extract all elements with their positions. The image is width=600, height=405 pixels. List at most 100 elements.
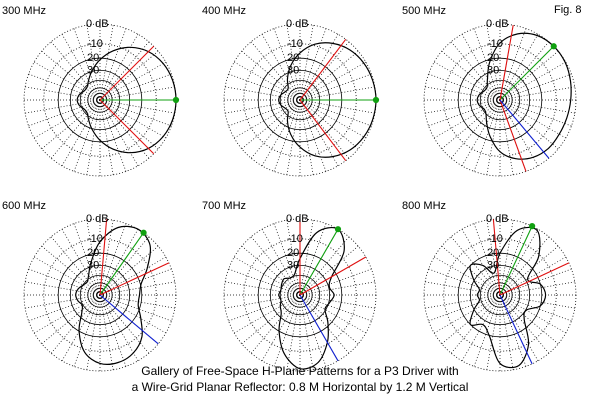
grid-spoke <box>299 294 372 322</box>
grid-spoke <box>28 268 101 296</box>
grid-ring <box>79 274 121 316</box>
grid-spoke <box>299 294 366 334</box>
grid-spoke <box>299 99 339 166</box>
red-beam-line <box>499 25 514 101</box>
grid-spoke <box>228 294 301 322</box>
grid-spoke <box>99 294 166 334</box>
grid-spoke <box>473 223 501 296</box>
grid-spoke <box>299 245 359 296</box>
grid-spoke <box>99 294 139 361</box>
grid-spoke <box>99 86 175 101</box>
grid-ring <box>92 287 108 303</box>
grid-spoke <box>499 50 559 101</box>
caption-line-2: a Wire-Grid Planar Reflector: 0.8 M Hori… <box>131 380 469 394</box>
grid-spoke <box>34 61 101 101</box>
grid-spoke <box>86 25 101 101</box>
ring-label: 30 <box>487 64 499 76</box>
grid-spoke <box>99 99 172 127</box>
pattern-curve <box>476 32 572 160</box>
grid-spoke <box>73 28 101 101</box>
ring-label: 0 dB <box>486 18 509 30</box>
grid-ring <box>469 264 531 326</box>
grid-spoke <box>225 99 301 114</box>
ring-label: 30 <box>287 259 299 271</box>
grid-spoke <box>499 256 566 296</box>
grid-spoke <box>99 99 166 139</box>
grid-spoke <box>473 99 501 172</box>
grid-spoke <box>273 294 301 367</box>
ring-label: 30 <box>87 259 99 271</box>
grid-spoke <box>428 73 501 101</box>
grid-spoke <box>50 41 101 101</box>
grid-spoke <box>99 294 175 309</box>
grid-spoke <box>499 34 539 101</box>
plot-title: 800 MHz <box>402 200 447 212</box>
red-beam-line <box>99 219 108 296</box>
grid-spoke <box>234 256 301 296</box>
grid-spoke <box>499 294 550 354</box>
grid-spoke <box>99 28 127 101</box>
grid-spoke <box>250 294 301 354</box>
green-beam-line <box>99 232 145 296</box>
grid-spoke <box>61 34 101 101</box>
blue-beam-line <box>99 294 159 345</box>
grid-spoke <box>41 245 101 296</box>
grid-spoke <box>34 256 101 296</box>
grid-spoke <box>99 99 159 150</box>
grid-spoke <box>286 220 301 296</box>
ring-label: -10 <box>87 233 103 245</box>
grid-spoke <box>25 294 101 309</box>
grid-spoke <box>99 268 172 296</box>
max-gain-marker <box>334 226 342 233</box>
red-beam-line <box>299 256 367 296</box>
grid-ring <box>69 264 131 326</box>
grid-spoke <box>299 86 375 101</box>
ring-label: 0 dB <box>86 18 109 30</box>
grid-spoke <box>99 61 166 101</box>
grid-spoke <box>441 245 501 296</box>
pattern-curve <box>76 46 177 154</box>
grid-spoke <box>228 73 301 101</box>
grid-spoke <box>99 245 159 296</box>
grid-spoke <box>434 256 501 296</box>
grid-spoke <box>299 99 366 139</box>
grid-spoke <box>61 294 101 361</box>
grid-spoke <box>234 294 301 334</box>
grid-spoke <box>73 223 101 296</box>
pattern-curve <box>469 226 547 369</box>
grid-spoke <box>299 281 375 296</box>
grid-spoke <box>299 223 327 296</box>
grid-spoke <box>299 294 359 345</box>
ring-label: 0 dB <box>286 213 309 225</box>
grid-spoke <box>50 294 101 354</box>
grid-ring <box>457 57 543 143</box>
grid-spoke <box>99 99 127 172</box>
green-beam-line <box>499 45 555 101</box>
grid-ring <box>57 252 143 338</box>
grid-spoke <box>99 236 150 296</box>
ring-label: 20 <box>287 52 299 64</box>
grid-ring <box>492 287 508 303</box>
grid-spoke <box>99 229 139 296</box>
red-beam-line <box>99 99 155 155</box>
red-beam-line <box>299 38 347 101</box>
grid-spoke <box>441 294 501 345</box>
ring-label: -10 <box>487 38 503 50</box>
red-beam-line <box>99 45 155 101</box>
grid-spoke <box>499 294 514 370</box>
grid-spoke <box>499 99 559 150</box>
grid-spoke <box>261 34 301 101</box>
grid-ring <box>43 238 157 352</box>
grid-spoke <box>428 294 501 322</box>
grid-spoke <box>73 99 101 172</box>
grid-spoke <box>28 294 101 322</box>
grid-spoke <box>225 281 301 296</box>
red-beam-line <box>492 219 501 296</box>
grid-spoke <box>99 99 114 175</box>
grid-spoke <box>299 99 327 172</box>
grid-spoke <box>25 86 101 101</box>
grid-spoke <box>499 294 566 334</box>
max-gain-marker <box>140 229 147 236</box>
